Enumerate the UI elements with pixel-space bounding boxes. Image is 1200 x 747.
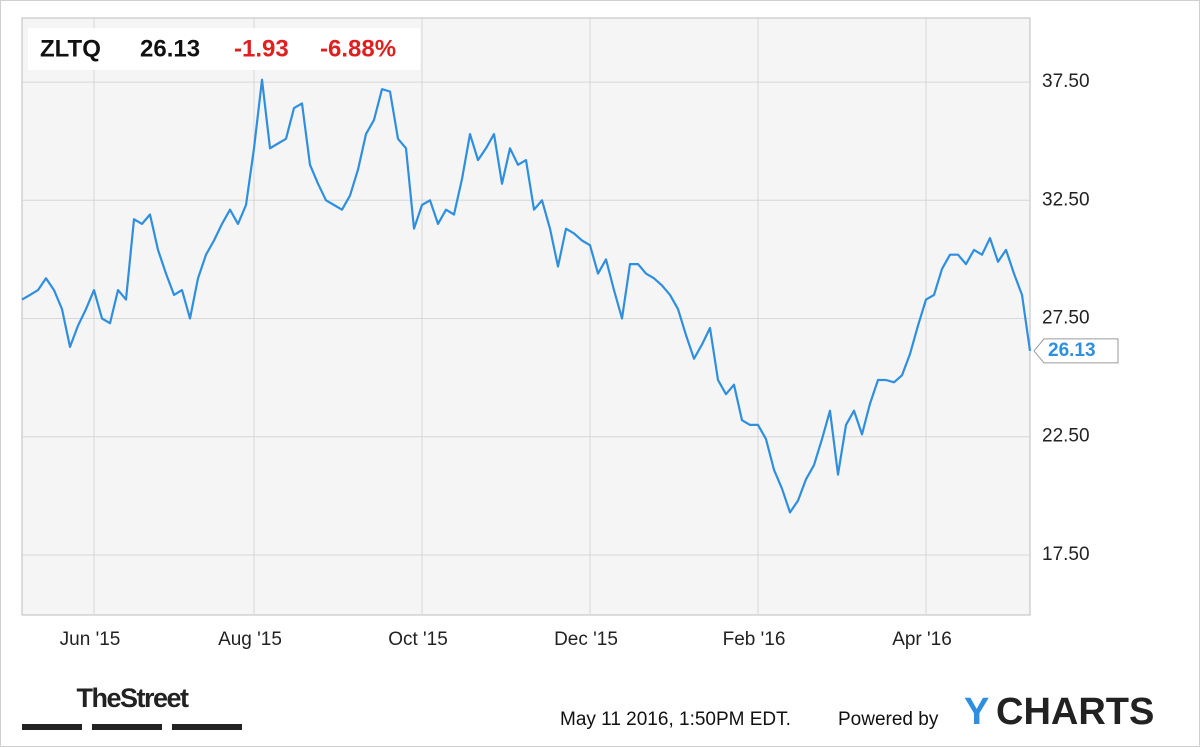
y-tick-label: 37.50 [1042,71,1090,92]
price: 26.13 [140,35,200,62]
x-tick-label: Dec '15 [554,629,618,650]
powered-by: Powered by [838,709,939,730]
y-tick-label: 22.50 [1042,426,1090,447]
logo-bar [92,724,162,730]
x-tick-label: Apr '16 [892,629,952,650]
publisher-logo: TheStreet [76,683,189,713]
timestamp: May 11 2016, 1:50PM EDT. [560,709,791,730]
price-line [21,78,1032,514]
x-tick-label: Aug '15 [218,629,282,650]
change: -1.93 [234,35,289,62]
last-value-box [1033,338,1119,364]
marks [21,78,1032,514]
header-box [28,28,420,70]
brand-y: Y [964,691,989,733]
x-tick-label: Jun '15 [60,629,121,650]
change-percent: -6.88% [320,35,396,62]
plot-area [21,17,1031,616]
grid [22,18,1030,615]
logo-bar [172,724,242,730]
last-value-label: 26.13 [1048,340,1096,361]
x-tick-label: Feb '16 [723,629,786,650]
y-tick-label: 32.50 [1042,189,1090,210]
x-tick-label: Oct '15 [388,629,448,650]
logo-bar [22,724,82,730]
symbol: ZLTQ [40,35,101,62]
y-tick-label: 27.50 [1042,308,1090,329]
brand-rest: CHARTS [996,691,1154,733]
y-tick-label: 17.50 [1042,544,1090,565]
